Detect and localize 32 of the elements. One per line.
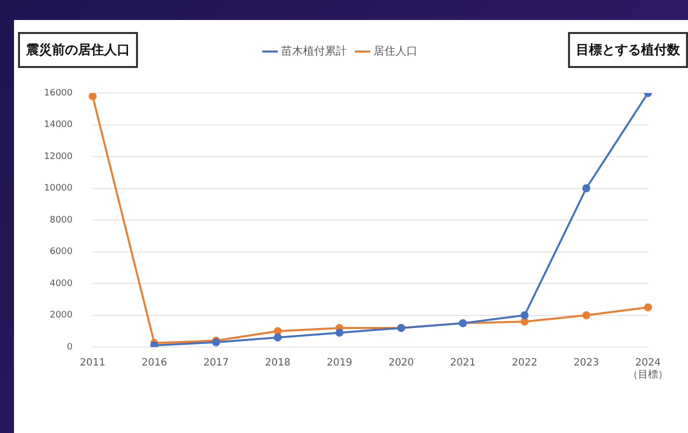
y-tick-label: 2000: [50, 310, 73, 321]
point: [335, 328, 344, 337]
x-tick-label: 2024 （目標）: [628, 358, 668, 381]
x-tick-label: 2017: [203, 358, 229, 369]
x-tick-label: 2021: [450, 358, 476, 369]
point: [88, 93, 97, 100]
y-tick-label: 8000: [50, 215, 73, 226]
y-tick-label: 12000: [44, 152, 73, 162]
legend-label: 居住人口: [374, 44, 418, 58]
point: [274, 333, 282, 342]
y-tick-label: 4000: [50, 278, 73, 289]
point: [520, 318, 529, 326]
x-tick-label: 2019: [326, 358, 352, 369]
x-tick-label: 2023: [574, 358, 600, 369]
x-tick-label: 2020: [388, 358, 414, 369]
x-tick-label: 2022: [512, 358, 538, 369]
x-tick-label: 2018: [265, 358, 290, 369]
point: [582, 311, 590, 320]
y-tick-label: 10000: [44, 184, 73, 194]
y-tick-label: 6000: [50, 247, 73, 258]
point: [582, 184, 590, 192]
y-tick-label: 0: [66, 342, 73, 352]
legend-label: 苗木植付累計: [281, 44, 347, 58]
text: 震災前の居住人口: [18, 32, 138, 68]
y-tick-label: 16000: [44, 88, 73, 98]
point: [644, 303, 652, 312]
text: 目標とする植付数: [568, 32, 688, 68]
x-tick-label: 2016: [142, 358, 168, 369]
point: [520, 311, 529, 320]
x-tick-label: 2011: [80, 358, 106, 369]
y-tick-label: 14000: [44, 120, 73, 130]
point: [274, 327, 282, 336]
